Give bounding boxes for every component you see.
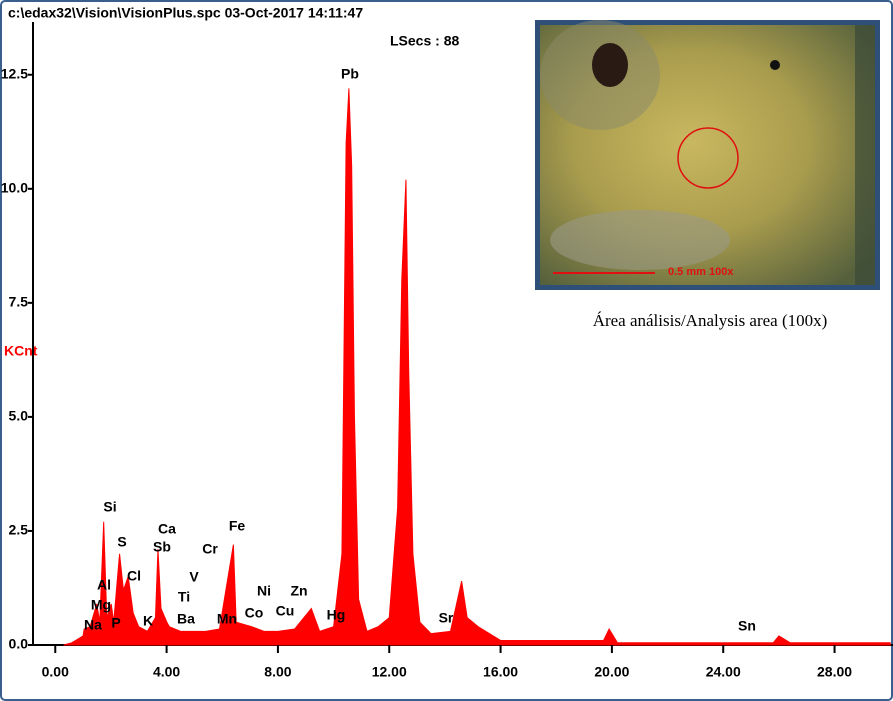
- element-label: Zn: [290, 583, 307, 599]
- chart-title: c:\edax32\Vision\VisionPlus.spc 03-Oct-2…: [8, 5, 363, 21]
- element-label: Sb: [153, 539, 171, 555]
- spectrum: [63, 88, 891, 646]
- element-label: Na: [84, 617, 102, 633]
- element-label: Mn: [217, 611, 237, 627]
- element-label: S: [117, 534, 126, 550]
- element-label: K: [143, 613, 153, 629]
- element-label: Si: [103, 499, 116, 515]
- y-tick-label: 5.0: [9, 408, 29, 424]
- element-label: Hg: [327, 607, 346, 623]
- element-label: Cl: [127, 568, 141, 584]
- subtitle: LSecs : 88: [390, 33, 459, 49]
- x-tick-label: 28.00: [817, 664, 852, 680]
- inset-caption: Área análisis/Analysis area (100x): [593, 311, 828, 330]
- inset: 0.5 mm 100x Área análisis/Analysis area …: [535, 20, 880, 330]
- element-label: Sr: [439, 610, 454, 626]
- element-label: Ni: [257, 583, 271, 599]
- element-label: Cu: [276, 603, 295, 619]
- element-label: Ca: [158, 521, 176, 537]
- inset-texture: [550, 210, 730, 270]
- x-tick-label: 20.00: [594, 664, 629, 680]
- element-label: Sn: [738, 618, 756, 634]
- scale-text: 0.5 mm 100x: [668, 266, 734, 278]
- inset-texture: [592, 43, 628, 87]
- element-label: Al: [97, 577, 111, 593]
- inset-texture: [855, 25, 875, 285]
- x-tick-label: 0.00: [42, 664, 69, 680]
- inset-texture: [770, 60, 780, 70]
- y-tick-label: 10.0: [1, 179, 28, 195]
- element-label: Fe: [229, 518, 246, 534]
- element-label: Co: [245, 605, 264, 621]
- x-tick-label: 12.00: [372, 664, 407, 680]
- element-label: Mg: [91, 597, 111, 613]
- y-tick-label: 0.0: [9, 636, 29, 652]
- analysis-circle: [677, 127, 739, 189]
- element-label: Ti: [178, 589, 190, 605]
- y-axis-label: KCnt: [4, 343, 38, 359]
- element-label: Cr: [202, 541, 218, 557]
- element-label: Ba: [177, 611, 195, 627]
- x-tick-label: 24.00: [706, 664, 741, 680]
- element-label: P: [111, 615, 120, 631]
- element-label: V: [189, 569, 199, 585]
- element-label: Pb: [341, 66, 359, 82]
- y-tick-label: 2.5: [9, 522, 29, 538]
- y-tick-label: 12.5: [1, 65, 28, 81]
- x-tick-label: 16.00: [483, 664, 518, 680]
- x-tick-label: 4.00: [153, 664, 180, 680]
- x-tick-label: 8.00: [264, 664, 291, 680]
- y-tick-label: 7.5: [9, 294, 29, 310]
